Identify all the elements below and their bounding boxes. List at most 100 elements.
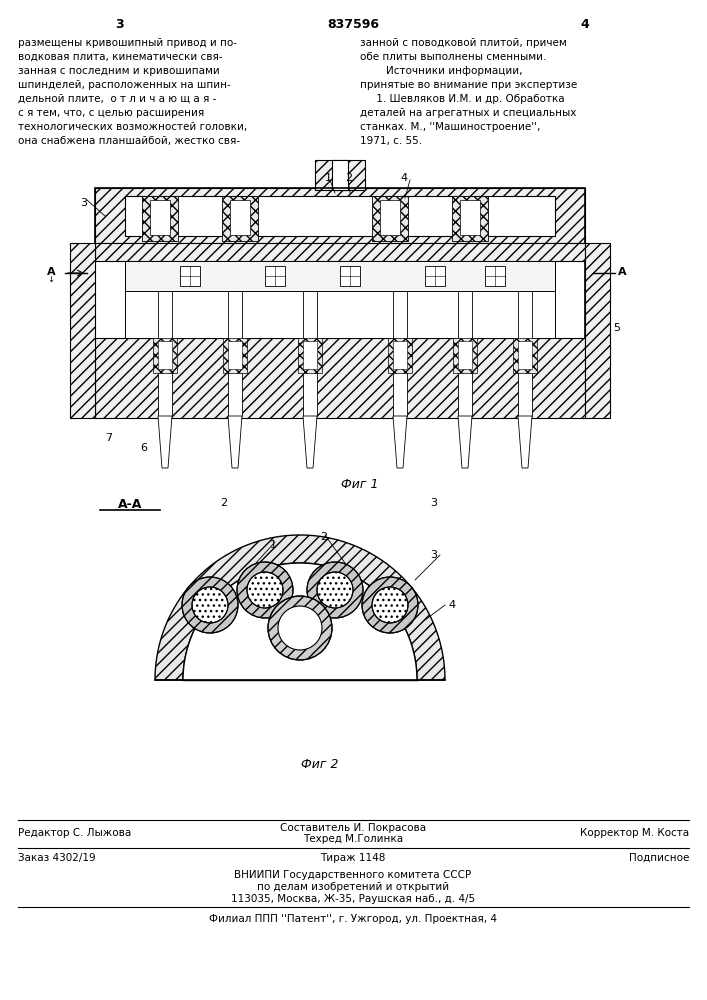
Text: Филиал ППП ''Патент'', г. Ужгород, ул. Проектная, 4: Филиал ППП ''Патент'', г. Ужгород, ул. П…	[209, 914, 497, 924]
Circle shape	[372, 587, 408, 623]
Text: А: А	[47, 267, 56, 277]
Text: 2: 2	[345, 173, 352, 183]
Text: размещены кривошипный привод и по-: размещены кривошипный привод и по-	[18, 38, 237, 48]
Text: 1. Шевляков И.М. и др. Обработка: 1. Шевляков И.М. и др. Обработка	[360, 94, 565, 104]
Text: Подписное: Подписное	[629, 853, 689, 863]
Text: 5: 5	[613, 323, 620, 333]
Bar	[485, 266, 505, 286]
Text: Заказ 4302/19: Заказ 4302/19	[18, 853, 95, 863]
Text: 2: 2	[220, 498, 227, 508]
Bar	[265, 266, 285, 286]
Circle shape	[192, 587, 228, 623]
Bar	[180, 266, 200, 286]
Circle shape	[307, 562, 363, 618]
Bar	[153, 338, 177, 373]
Bar	[125, 196, 555, 236]
Text: водковая плита, кинематически свя-: водковая плита, кинематически свя-	[18, 52, 223, 62]
Bar	[125, 261, 555, 291]
Bar	[393, 261, 407, 416]
Text: ↓: ↓	[47, 275, 54, 284]
Text: Фиг 2: Фиг 2	[301, 758, 339, 771]
Bar	[458, 261, 472, 416]
Bar	[340, 266, 360, 286]
Bar	[223, 338, 247, 373]
Bar	[453, 338, 477, 373]
Polygon shape	[518, 416, 532, 468]
Circle shape	[272, 597, 328, 653]
Text: 1: 1	[270, 540, 277, 550]
Text: дельной плите,  о т л и ч а ю щ а я -: дельной плите, о т л и ч а ю щ а я -	[18, 94, 216, 104]
Text: занная с последним и кривошипами: занная с последним и кривошипами	[18, 66, 220, 76]
Circle shape	[268, 596, 332, 660]
Text: по делам изобретений и открытий: по делам изобретений и открытий	[257, 882, 449, 892]
Text: 7: 7	[105, 433, 112, 443]
Text: Техред М.Голинка: Техред М.Голинка	[303, 834, 403, 844]
Bar	[303, 341, 317, 369]
Bar	[332, 160, 348, 190]
Bar	[303, 261, 317, 416]
Text: А-А: А-А	[118, 498, 142, 511]
Bar	[425, 266, 445, 286]
Bar	[158, 261, 172, 416]
Circle shape	[362, 577, 418, 633]
Polygon shape	[303, 416, 317, 468]
Text: 3: 3	[430, 498, 437, 508]
Circle shape	[182, 577, 238, 633]
Bar	[95, 188, 585, 418]
Text: А: А	[618, 267, 626, 277]
Bar	[380, 200, 400, 235]
Bar	[150, 200, 170, 235]
Bar	[513, 338, 537, 373]
Bar	[458, 341, 472, 369]
Bar	[452, 196, 488, 241]
Bar	[70, 243, 95, 418]
Text: Корректор М. Коста: Корректор М. Коста	[580, 828, 689, 838]
Bar	[460, 200, 480, 235]
Text: 4: 4	[580, 18, 590, 31]
Bar	[372, 196, 408, 241]
Text: технологических возможностей головки,: технологических возможностей головки,	[18, 122, 247, 132]
Polygon shape	[393, 416, 407, 468]
Text: 3: 3	[430, 550, 437, 560]
Text: ВНИИПИ Государственного комитета СССР: ВНИИПИ Государственного комитета СССР	[235, 870, 472, 880]
Bar	[388, 338, 412, 373]
Text: 837596: 837596	[327, 18, 379, 31]
Circle shape	[282, 607, 318, 643]
Text: 113035, Москва, Ж-35, Раушская наб., д. 4/5: 113035, Москва, Ж-35, Раушская наб., д. …	[231, 894, 475, 904]
Bar	[585, 243, 610, 418]
Bar	[298, 338, 322, 373]
Text: принятые во внимание при экспертизе: принятые во внимание при экспертизе	[360, 80, 577, 90]
Text: 4: 4	[400, 173, 407, 183]
Bar	[228, 341, 242, 369]
Bar	[95, 243, 585, 261]
Text: 2: 2	[320, 532, 327, 542]
Text: Составитель И. Покрасова: Составитель И. Покрасова	[280, 823, 426, 833]
Text: Источники информации,: Источники информации,	[360, 66, 522, 76]
Text: обе плиты выполнены сменными.: обе плиты выполнены сменными.	[360, 52, 547, 62]
Polygon shape	[458, 416, 472, 468]
Circle shape	[237, 562, 293, 618]
Text: деталей на агрегатных и специальных: деталей на агрегатных и специальных	[360, 108, 576, 118]
Bar	[222, 196, 258, 241]
Bar	[228, 261, 242, 416]
Bar	[518, 341, 532, 369]
Bar	[230, 200, 250, 235]
Bar	[158, 341, 172, 369]
Polygon shape	[158, 416, 172, 468]
Text: занной с поводковой плитой, причем: занной с поводковой плитой, причем	[360, 38, 567, 48]
Text: 3: 3	[116, 18, 124, 31]
Circle shape	[278, 606, 322, 650]
Text: 3: 3	[80, 198, 87, 208]
Bar	[142, 196, 178, 241]
Text: она снабжена планшайбой, жестко свя-: она снабжена планшайбой, жестко свя-	[18, 136, 240, 146]
Bar	[95, 338, 585, 418]
Text: 1971, с. 55.: 1971, с. 55.	[360, 136, 422, 146]
Text: Редактор С. Лыжова: Редактор С. Лыжова	[18, 828, 132, 838]
Text: Тираж 1148: Тираж 1148	[320, 853, 386, 863]
Polygon shape	[228, 416, 242, 468]
Circle shape	[247, 572, 283, 608]
Text: Фиг 1: Фиг 1	[341, 478, 379, 491]
Text: станках. М., ''Машиностроение'',: станках. М., ''Машиностроение'',	[360, 122, 540, 132]
Bar	[125, 261, 555, 338]
Text: с я тем, что, с целью расширения: с я тем, что, с целью расширения	[18, 108, 204, 118]
